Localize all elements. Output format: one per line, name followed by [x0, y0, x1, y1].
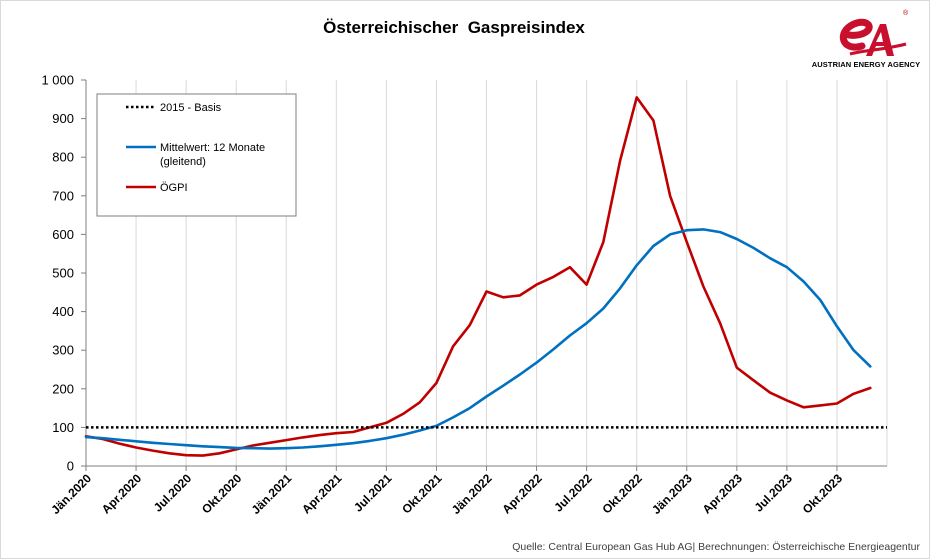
- x-tick-label: Jul.2020: [151, 471, 195, 515]
- x-tick-label: Jän.2023: [649, 471, 695, 517]
- x-tick-label: Apr.2022: [499, 471, 545, 517]
- y-tick-label: 400: [52, 304, 74, 319]
- x-tick-label: Jän.2021: [249, 471, 295, 517]
- legend-label-mean-line1: Mittelwert: 12 Monate: [160, 142, 265, 154]
- x-tick-label: Jul.2021: [351, 471, 395, 515]
- x-tick-label: Apr.2023: [700, 471, 746, 517]
- axes: [81, 79, 887, 471]
- x-tick-label: Jän.2020: [48, 471, 94, 517]
- grid-lines: [85, 80, 888, 466]
- series-line-mean: [84, 228, 872, 450]
- source-note: Quelle: Central European Gas Hub AG| Ber…: [512, 541, 920, 553]
- chart-title: Österreichischer Gaspreisindex: [323, 18, 585, 37]
- y-tick-label: 1 000: [41, 73, 74, 88]
- y-tick-label: 100: [52, 420, 74, 435]
- x-tick-label: Jän.2022: [449, 471, 495, 517]
- y-tick-label: 0: [67, 459, 74, 474]
- legend: 2015 - Basis Mittelwert: 12 Monate (glei…: [96, 93, 297, 217]
- x-tick-label: Okt.2020: [199, 471, 245, 517]
- y-tick-label: 700: [52, 188, 74, 203]
- y-tick-label: 600: [52, 227, 74, 242]
- x-tick-label: Jul.2023: [752, 471, 796, 515]
- x-tick-labels: Jän.2020 Apr.2020 Jul.2020 Okt.2020 Jän.2021…: [48, 471, 845, 517]
- x-tick-label: Apr.2020: [99, 471, 145, 517]
- x-tick-label: Okt.2021: [399, 471, 445, 517]
- x-tick-label: Jul.2022: [551, 471, 595, 515]
- y-tick-labels: 0 100 200 300 400 500 600 700 800 900 1 000: [41, 73, 74, 474]
- x-tick-label: Okt.2022: [600, 471, 646, 517]
- y-tick-label: 500: [52, 266, 74, 281]
- y-tick-label: 900: [52, 111, 74, 126]
- logo-text: AUSTRIAN ENERGY AGENCY: [811, 60, 921, 69]
- y-tick-label: 200: [52, 381, 74, 396]
- y-tick-label: 300: [52, 343, 74, 358]
- registered-mark: ®: [903, 10, 909, 17]
- austrian-energy-agency-logo: [814, 10, 920, 72]
- series-line-ogpi: [84, 96, 872, 457]
- series-lines: [84, 96, 887, 457]
- x-tick-label: Okt.2023: [800, 471, 846, 517]
- legend-label-basis: 2015 - Basis: [160, 102, 222, 114]
- legend-label-mean-line2: (gleitend): [160, 156, 206, 168]
- legend-box: [96, 93, 297, 217]
- legend-label-ogpi: ÖGPI: [160, 182, 188, 194]
- y-tick-label: 800: [52, 150, 74, 165]
- x-tick-label: Apr.2021: [299, 471, 345, 517]
